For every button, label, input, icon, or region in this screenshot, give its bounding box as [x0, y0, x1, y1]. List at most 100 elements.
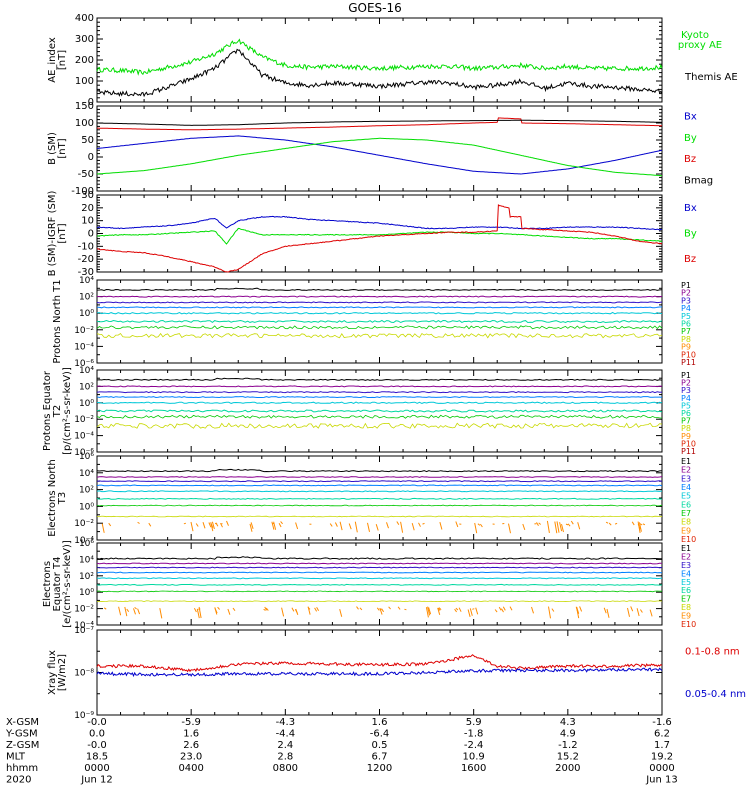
- e_t3-channel-e9-spike: [212, 522, 214, 529]
- e_t4-channel-e5: [97, 578, 662, 579]
- bsm-ylabel: [nT]: [57, 138, 68, 158]
- e_t4-channel-e9-spike: [138, 609, 140, 614]
- e_t4-channel-e9-spike: [631, 606, 633, 611]
- e_t3-channel-e9-spike: [578, 522, 580, 529]
- ephemeris-value: 1200: [367, 763, 392, 774]
- bsm-frame: [97, 106, 662, 191]
- ephemeris-value: 1.7: [654, 740, 670, 751]
- e_t4-channel-e9-spike: [502, 609, 504, 613]
- ephemeris-value: -1.2: [558, 740, 578, 751]
- e_t4-channel-e9-spike: [472, 609, 474, 610]
- e_t4-channel-e9-spike: [264, 609, 266, 610]
- p_t2-channel-p4: [97, 397, 662, 398]
- e_t4-channel-e9-spike: [398, 607, 400, 610]
- bresid-legend-bx: Bx: [684, 203, 697, 214]
- e_t4-channel-e9-spike: [640, 610, 642, 613]
- e_t3-ytick-label: 10⁰: [79, 502, 94, 512]
- e_t4-channel-e9-spike: [160, 608, 162, 618]
- ephemeris-value: -0.0: [87, 740, 107, 751]
- bresid-legend-by: By: [684, 229, 697, 240]
- p_t1-channel-p1: [97, 288, 662, 290]
- e_t3-channel-e9-spike: [412, 523, 414, 530]
- ephemeris-value: 2.4: [277, 740, 293, 751]
- bresid-ytick-label: 20: [81, 203, 94, 214]
- ephemeris-value: Jun 13: [645, 775, 678, 786]
- plot-title: GOES-16: [0, 1, 750, 15]
- e_t4-channel-e9-spike: [456, 608, 458, 610]
- e_t4-channel-e9-spike: [382, 609, 384, 612]
- bresid-ylabel: [nT]: [57, 223, 68, 243]
- e_t3-channel-e9-spike: [643, 524, 645, 525]
- e_t3-channel-e9-spike: [419, 523, 421, 527]
- e_t3-channel-e9-spike: [227, 521, 229, 526]
- p_t1-channel-p4: [97, 307, 662, 308]
- e_t3-channel-e9-spike: [401, 522, 403, 533]
- ephemeris-value: 10.9: [463, 752, 485, 763]
- e_t3-legend-e1: E1: [681, 457, 691, 466]
- ephemeris-value: 2.8: [277, 752, 293, 763]
- bresid-legend-bz: Bz: [684, 254, 696, 265]
- e_t3-channel-e9-spike: [568, 524, 570, 526]
- e_t3-channel-e2: [97, 477, 662, 478]
- e_t3-channel-e9-spike: [387, 522, 389, 528]
- bresid-series-bz: [97, 205, 662, 272]
- p_t2-channel-p5: [97, 402, 662, 403]
- bsm-ytick-label: 50: [81, 135, 94, 146]
- e_t3-channel-e9-spike: [196, 524, 198, 527]
- e_t3-channel-e9-spike: [109, 523, 111, 526]
- ephemeris-label-hhmm: hhmm: [6, 763, 38, 774]
- e_t3-channel-e9-spike: [355, 522, 357, 533]
- ephemeris-value: 2000: [555, 763, 580, 774]
- ephemeris-value: 4.3: [560, 717, 576, 728]
- bsm-legend-bx: Bx: [684, 112, 697, 123]
- p_t1-ytick-label: 10²: [79, 293, 94, 303]
- e_t4-channel-e9-spike: [197, 609, 199, 618]
- e_t3-legend-e6: E6: [681, 500, 691, 509]
- ephemeris-value: -2.4: [464, 740, 484, 751]
- bresid-ytick-label: -10: [78, 241, 94, 252]
- e_t4-channel-e9-spike: [292, 608, 294, 612]
- e_t3-channel-e9-spike: [102, 524, 104, 533]
- e_t3-ytick-label: 10⁶: [79, 452, 94, 462]
- xray-legend-0-1-0-8-nm: 0.1-0.8 nm: [685, 646, 740, 657]
- e_t3-channel-e6: [97, 498, 662, 499]
- bsm-series-bz: [97, 118, 662, 130]
- ephemeris-value: 0000: [84, 763, 109, 774]
- e_t4-channel-e9-spike: [607, 609, 609, 618]
- xray-ytick-label: 10⁻⁷: [74, 626, 94, 636]
- e_t3-channel-e9-spike: [571, 521, 573, 524]
- ephemeris-label-2020: 2020: [6, 775, 31, 786]
- ephemeris-value: 15.2: [557, 752, 579, 763]
- e_t4-channel-e9-spike: [468, 610, 470, 617]
- p_t1-channel-p8: [97, 334, 662, 338]
- e_t4-channel-e9-spike: [404, 609, 406, 610]
- ephemeris-label-z-gsm: Z-GSM: [6, 740, 39, 751]
- e_t3-channel-e9-spike: [203, 522, 205, 528]
- bsm-series-bx: [97, 136, 662, 174]
- e_t4-channel-e2: [97, 563, 662, 564]
- bresid-ytick-label: 0: [88, 229, 94, 240]
- ae-ytick-label: 300: [75, 34, 94, 45]
- e_t4-channel-e7: [97, 591, 662, 592]
- e_t4-channel-e9-spike: [125, 607, 127, 616]
- ephemeris-value: -5.9: [181, 717, 201, 728]
- ephemeris-value: 0000: [649, 763, 674, 774]
- bsm-legend-bz: Bz: [684, 154, 696, 165]
- e_t4-channel-e9-spike: [470, 608, 472, 615]
- bsm-series-by: [97, 138, 662, 175]
- ephemeris-value: 0400: [178, 763, 203, 774]
- e_t4-legend-e10: E10: [681, 620, 696, 629]
- ephemeris-value: 1.6: [372, 717, 388, 728]
- e_t4-channel-e9-spike: [194, 608, 196, 612]
- e_t3-channel-e9-spike: [632, 522, 634, 525]
- ephemeris-value: -1.8: [464, 729, 484, 740]
- p_t2-ylabel: [p/(cm²-s-sr-keV)]: [62, 367, 73, 455]
- e_t3-channel-e9-spike: [555, 522, 557, 534]
- e_t3-channel-e9-spike: [216, 523, 218, 527]
- e_t3-channel-e9-spike: [184, 523, 186, 524]
- e_t4-channel-e9-spike: [552, 609, 554, 612]
- e_t3-channel-e9-spike: [281, 522, 283, 524]
- e_t4-channel-e9-spike: [476, 608, 478, 615]
